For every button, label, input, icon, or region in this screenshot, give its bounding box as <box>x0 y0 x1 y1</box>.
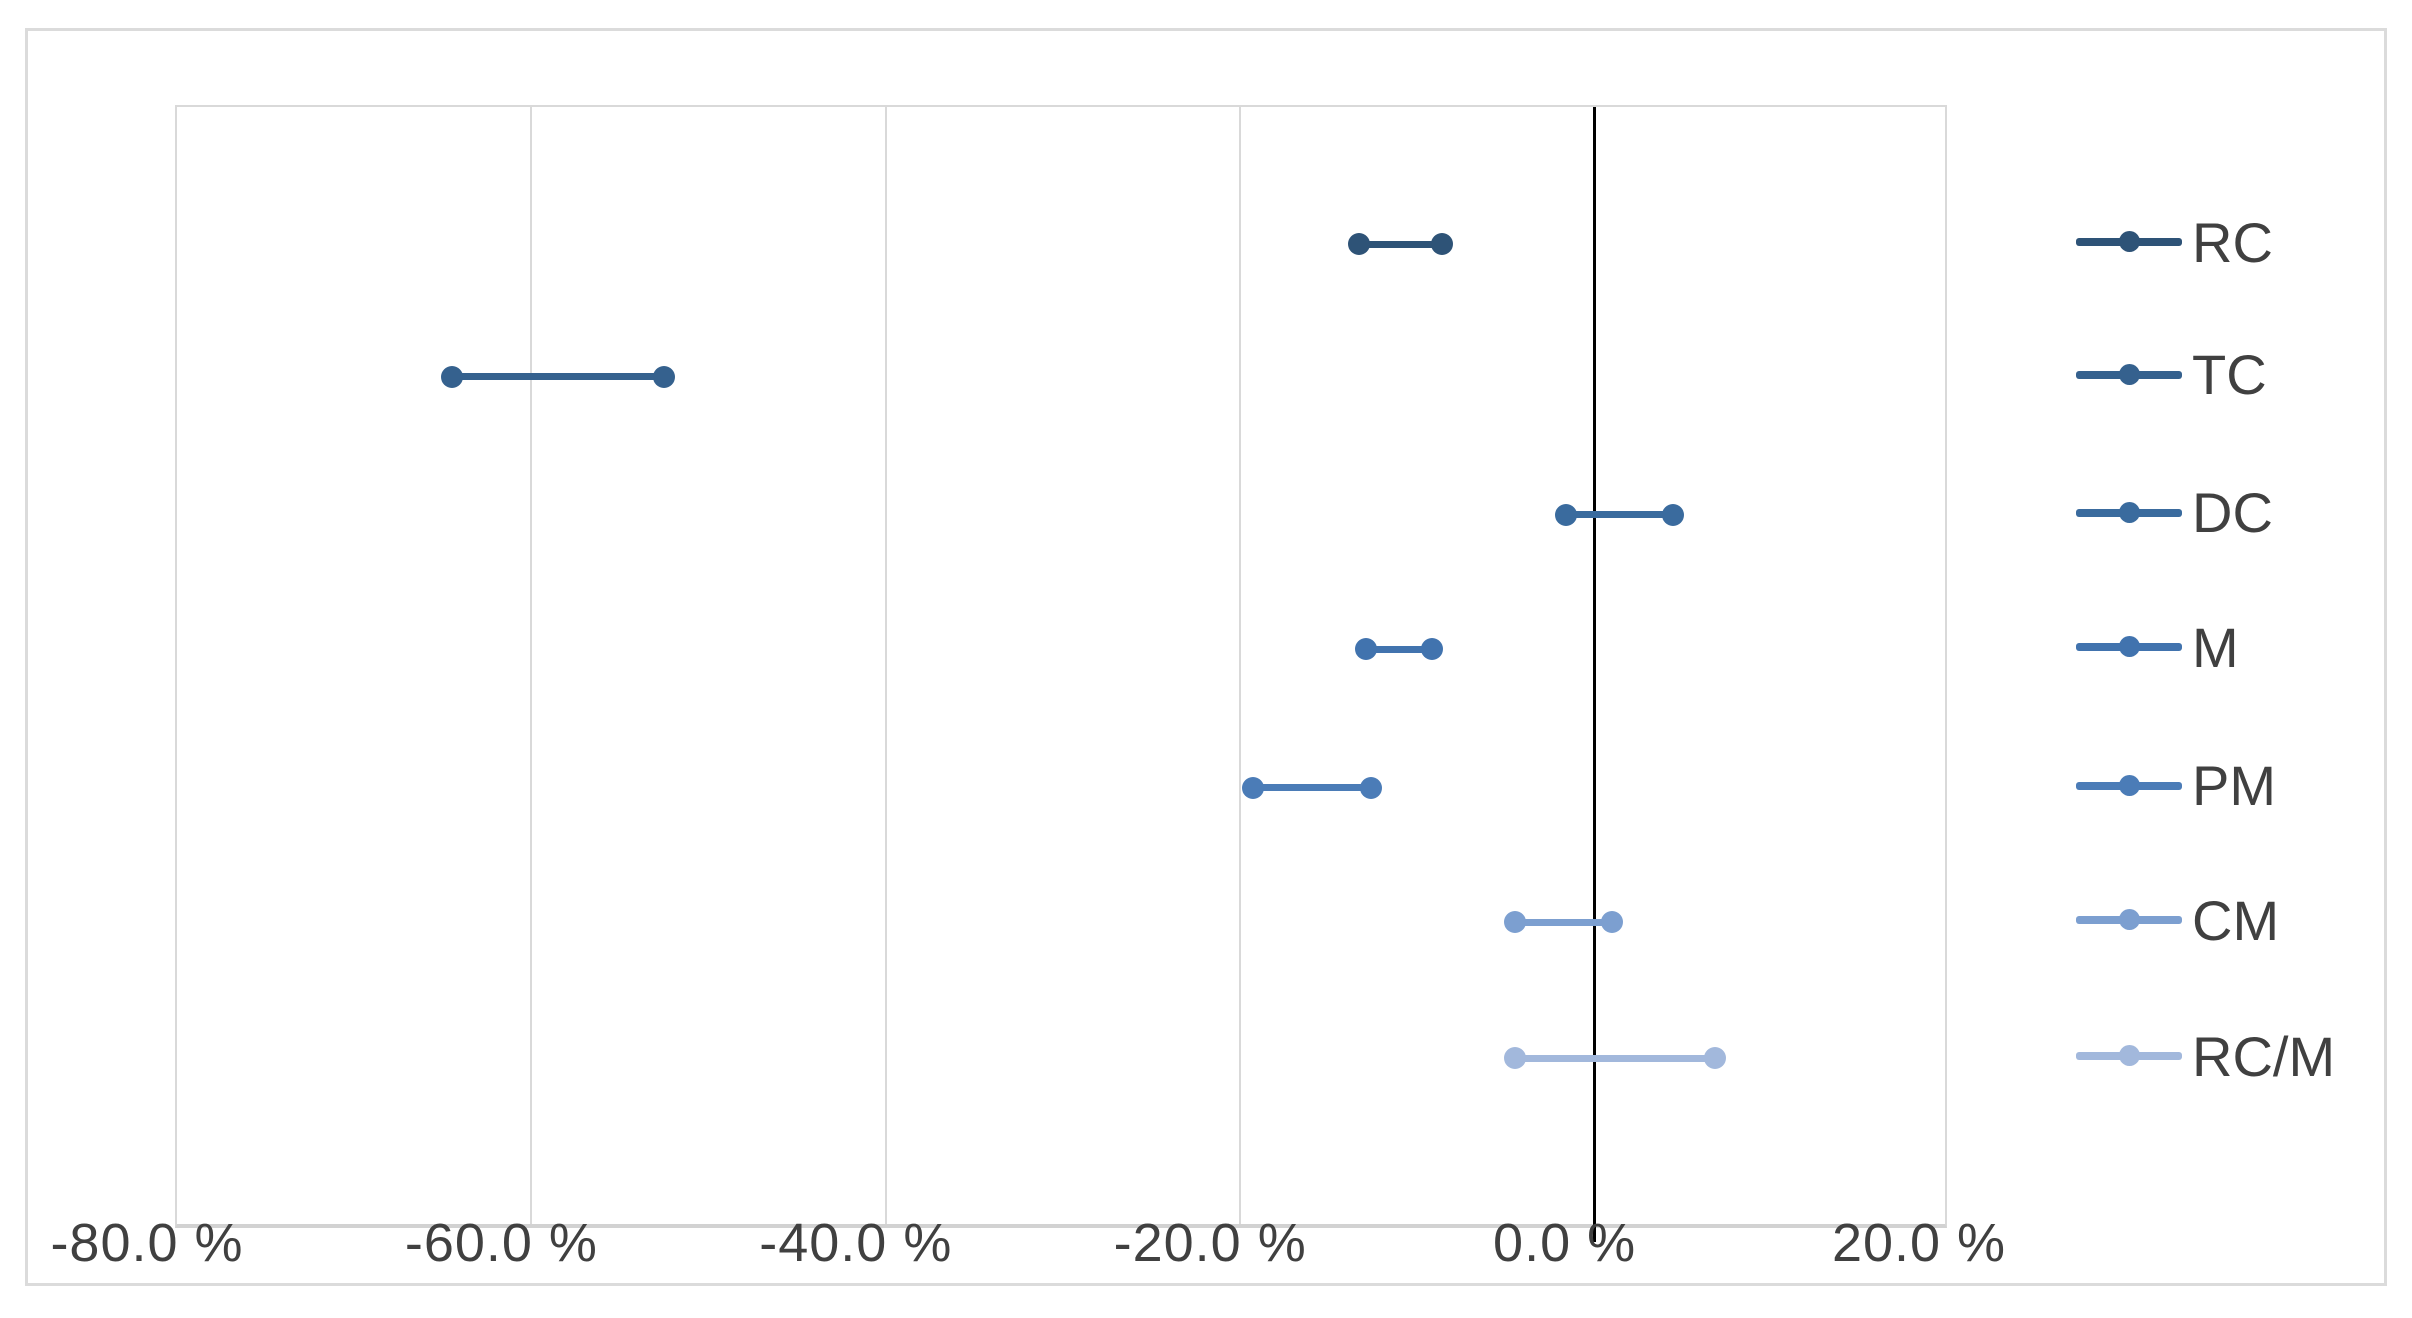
series-TC-line <box>451 373 665 381</box>
legend-label: PM <box>2192 754 2276 818</box>
x-tick-label: 0.0 % <box>1493 1213 1637 1273</box>
legend-marker-icon <box>2119 909 2140 931</box>
legend-marker-icon <box>2119 636 2140 658</box>
chart-area: RC TC DC M PM CM RC/M <box>25 28 2387 1286</box>
x-tick-label: -80.0 % <box>50 1213 244 1273</box>
series-RC/M-marker-high <box>1704 1047 1727 1070</box>
series-PM-marker-high <box>1360 776 1383 799</box>
legend-line-icon <box>2076 774 2182 796</box>
series-DC-marker-high <box>1661 503 1684 526</box>
legend-line-icon <box>2076 501 2182 523</box>
legend-marker-icon <box>2119 501 2140 523</box>
legend-marker-icon <box>2119 1045 2140 1067</box>
x-axis: -80.0 % -60.0 % -40.0 % -20.0 % 0.0 % 20.0 % <box>0 1212 2412 1282</box>
legend-label: M <box>2192 615 2239 679</box>
series-M-line <box>1366 645 1432 653</box>
series-RC-marker-low <box>1347 233 1370 255</box>
series-RC/M-line <box>1514 1054 1716 1062</box>
plot-area <box>175 105 1947 1242</box>
gridline <box>1239 107 1242 1224</box>
series-CM-line <box>1514 918 1613 926</box>
gridline <box>884 107 887 1224</box>
x-tick-label: -60.0 % <box>404 1213 598 1273</box>
x-tick-label: -40.0 % <box>759 1213 953 1273</box>
legend-line-icon <box>2076 1045 2182 1067</box>
x-tick-label: 20.0 % <box>1831 1213 2007 1273</box>
series-RC-marker-high <box>1431 233 1454 255</box>
legend: RC TC DC M PM CM RC/M <box>2076 105 2406 1228</box>
series-PM-marker-low <box>1241 776 1264 799</box>
legend-label: CM <box>2192 888 2280 952</box>
legend-label: RC/M <box>2192 1024 2336 1088</box>
series-TC-marker-low <box>440 365 463 388</box>
series-CM-marker-low <box>1503 911 1526 934</box>
legend-marker-icon <box>2119 231 2140 252</box>
legend-label: DC <box>2192 481 2273 545</box>
series-TC-marker-high <box>653 365 676 388</box>
series-RC/M-marker-low <box>1503 1047 1526 1070</box>
legend-marker-icon <box>2119 774 2140 796</box>
legend-line-icon <box>2076 363 2182 385</box>
gridline <box>530 107 533 1224</box>
series-RC-line <box>1358 240 1443 248</box>
series-PM-line <box>1252 784 1372 792</box>
x-tick-label: -20.0 % <box>1113 1213 1307 1273</box>
legend-line-icon <box>2076 231 2182 252</box>
series-CM-marker-high <box>1601 911 1624 934</box>
legend-line-icon <box>2076 909 2182 931</box>
series-DC-marker-low <box>1555 503 1578 526</box>
legend-label: RC <box>2192 210 2273 274</box>
zero-axis-line <box>1593 107 1597 1242</box>
series-M-marker-high <box>1420 638 1443 661</box>
legend-marker-icon <box>2119 363 2140 385</box>
legend-label: TC <box>2192 343 2267 407</box>
series-DC-line <box>1566 511 1673 519</box>
series-M-marker-low <box>1355 638 1377 661</box>
legend-line-icon <box>2076 636 2182 658</box>
